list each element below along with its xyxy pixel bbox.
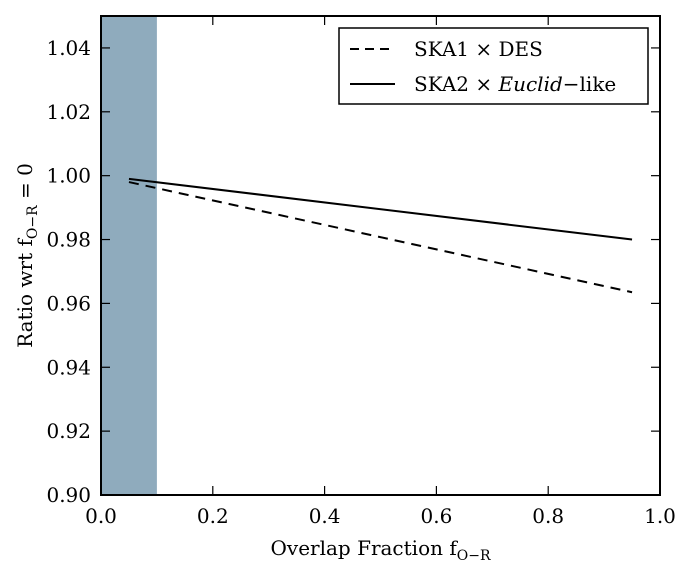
shaded-region-layer (101, 16, 157, 495)
x-axis-label: Overlap Fraction fO−R (271, 536, 491, 564)
y-tick-label: 1.02 (46, 100, 91, 124)
y-axis-label-suffix: = 0 (13, 163, 37, 205)
y-axis-label-sub: O−R (25, 205, 41, 239)
tick-labels-layer: 0.0 0.2 0.4 0.6 0.8 1.0 0.90 0.92 0.94 0.96 0.98 1.… (46, 36, 675, 528)
legend-entry-ska1-des: SKA1 × DES (414, 37, 543, 61)
x-axis-label-sub: O−R (457, 548, 491, 564)
y-axis-label: Ratio wrt fO−R = 0 (13, 163, 41, 348)
x-tick-label: 0.0 (85, 504, 117, 528)
legend-entry-ska2-euclid-italic: Euclid (497, 72, 562, 96)
x-tick-label: 0.2 (197, 504, 229, 528)
y-tick-label: 0.98 (46, 228, 91, 252)
legend-entry-ska1-des-text: SKA1 × DES (414, 37, 543, 61)
shaded-region (101, 16, 157, 495)
legend-entry-ska2-euclid-prefix: SKA2 × (414, 72, 498, 96)
x-tick-label: 0.8 (532, 504, 564, 528)
x-axis-label-main: Overlap Fraction f (271, 536, 459, 560)
series-layer (128, 177, 633, 294)
x-tick-label: 0.4 (309, 504, 341, 528)
legend-entry-ska2-euclid: SKA2 × Euclid−like (414, 72, 616, 96)
x-tick-label: 0.6 (420, 504, 452, 528)
y-tick-label: 1.04 (46, 36, 91, 60)
y-axis-label-main: Ratio wrt f (13, 238, 37, 348)
legend-entry-ska2-euclid-suffix: −like (563, 72, 617, 96)
legend: SKA1 × DES SKA2 × Euclid−like (338, 27, 649, 105)
y-tick-label: 0.96 (46, 291, 91, 315)
plot-area-frame (100, 15, 661, 496)
legend-box (338, 27, 649, 105)
y-tick-label: 0.94 (46, 355, 91, 379)
x-tick-label: 1.0 (644, 504, 676, 528)
series-line-ska1-des (128, 181, 633, 294)
y-tick-label: 0.92 (46, 419, 91, 443)
y-tick-label: 0.90 (46, 483, 91, 507)
series-line-ska2-euclid (128, 177, 633, 241)
y-tick-label: 1.00 (46, 164, 91, 188)
